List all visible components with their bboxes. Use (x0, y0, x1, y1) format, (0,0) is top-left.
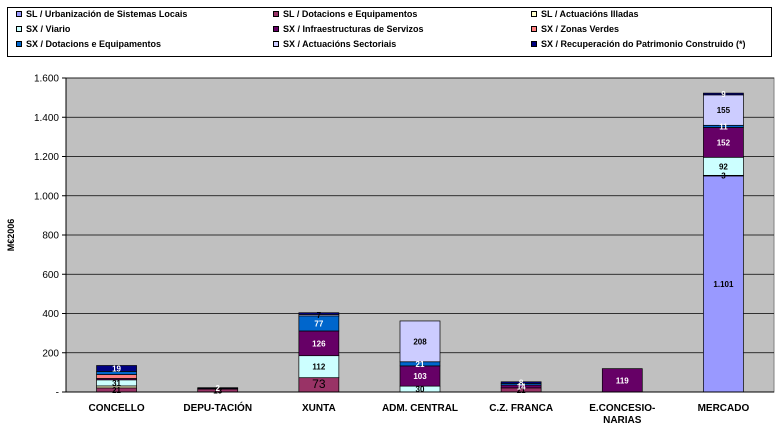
bar-segment (703, 127, 744, 158)
data-label: 31 (112, 379, 121, 388)
legend-item: SL / Actuacións Illadas (531, 9, 639, 19)
bar-segment (298, 330, 340, 357)
bar-segment (96, 374, 137, 379)
bar-segment (96, 365, 137, 372)
bar-segment (298, 312, 340, 315)
legend-swatch (273, 26, 279, 32)
data-label: 19 (112, 364, 121, 373)
bars (96, 92, 744, 393)
data-label: 7 (317, 311, 322, 320)
y-axis: - 200 400 600 800 1.000 1.200 1.400 1.600 (34, 74, 67, 399)
data-label: 1.101 (713, 280, 734, 289)
data-label: 152 (717, 138, 731, 147)
legend-label: SX / Actuacións Sectoriais (283, 39, 397, 49)
y-tick-label: 1.600 (34, 74, 59, 85)
data-label: 92 (719, 162, 728, 171)
x-tick-label: DEPU-TACIÓN (183, 401, 252, 414)
legend-item: SL / Dotacions e Equipamentos (273, 9, 417, 19)
bar-segment (703, 175, 744, 393)
data-label: 21 (416, 360, 425, 369)
data-label: 112 (312, 363, 325, 372)
x-tick-label-line2: NARIAS (603, 415, 642, 426)
y-axis-label: M€2006 (6, 219, 16, 252)
legend-item: SX / Zonas Verdes (531, 24, 619, 34)
legend-item: SX / Infraestructuras de Servizos (273, 24, 424, 34)
data-label: 21 (517, 386, 526, 395)
legend-label: SX / Viario (26, 24, 71, 34)
y-tick-label: 1.400 (34, 113, 59, 124)
y-tick-label: 1.200 (34, 152, 59, 163)
data-label: 2 (215, 384, 220, 393)
x-tick-label: E.CONCESIO- (589, 403, 655, 414)
legend-label: SX / Recuperación do Patrimonio Construi… (541, 39, 746, 49)
legend-item: SX / Dotacions e Equipamentos (16, 39, 161, 49)
legend-item: SX / Actuacións Sectoriais (273, 39, 396, 49)
legend-swatch (531, 11, 537, 17)
y-tick-label: 600 (42, 270, 59, 281)
legend-label: SX / Zonas Verdes (541, 24, 620, 34)
legend-label: SL / Actuacións Illadas (541, 9, 639, 19)
bar-segment (703, 94, 744, 126)
bar-segment (197, 387, 239, 389)
legend-label: SL / Urbanización de Sistemas Locais (26, 9, 188, 19)
data-label: 3 (721, 172, 726, 181)
data-label: 8 (519, 379, 524, 388)
data-label: 73 (312, 377, 326, 391)
data-label: 21 (112, 386, 121, 395)
x-tick-label: MERCADO (698, 403, 750, 414)
data-label: 103 (413, 372, 427, 381)
legend-swatch (531, 26, 537, 32)
legend-swatch (16, 26, 22, 32)
legend-label: SX / Infraestructuras de Servizos (283, 24, 424, 34)
legend-swatch (531, 41, 537, 47)
x-tick-label: CONCELLO (89, 403, 145, 414)
bar-segment (500, 381, 542, 384)
data-label: 119 (616, 376, 629, 385)
legend-item: SL / Urbanización de Sistemas Locais (16, 9, 187, 19)
x-tick-label: C.Z. FRANCA (489, 403, 553, 414)
data-label: 77 (314, 319, 323, 328)
y-tick-label: 200 (42, 348, 59, 359)
x-axis: CONCELLO DEPU-TACIÓN XUNTA ADM. CENTRAL C.Z.… (66, 391, 774, 426)
bar-segment (399, 320, 441, 363)
data-label: 14 (517, 383, 526, 392)
legend-label: SX / Dotacions e Equipamentos (26, 39, 162, 49)
data-label: 208 (413, 337, 427, 346)
y-tick-label: 400 (42, 309, 59, 320)
x-tick-label: ADM. CENTRAL (382, 403, 458, 414)
legend-swatch (16, 11, 22, 17)
data-label: 30 (416, 385, 425, 394)
data-label: 9 (721, 90, 726, 99)
legend-swatch (273, 11, 279, 17)
legend-item: SX / Viario (16, 24, 70, 34)
x-tick-label: XUNTA (302, 403, 336, 414)
data-label: 155 (717, 106, 731, 115)
legend-swatch (16, 41, 22, 47)
data-label: 11 (719, 122, 728, 131)
data-label: 13 (213, 387, 222, 396)
legend-label: SL / Dotacions e Equipamentos (283, 9, 418, 19)
bar-segment (703, 92, 744, 96)
legend: SL / Urbanización de Sistemas Locais SL /… (7, 7, 772, 57)
legend-item: SX / Recuperación do Patrimonio Construi… (531, 39, 746, 49)
y-tick-label: 800 (42, 231, 59, 242)
y-tick-label: 1.000 (34, 191, 59, 202)
data-label: 126 (312, 339, 326, 348)
legend-swatch (273, 41, 279, 47)
y-tick-label: - (56, 388, 59, 399)
